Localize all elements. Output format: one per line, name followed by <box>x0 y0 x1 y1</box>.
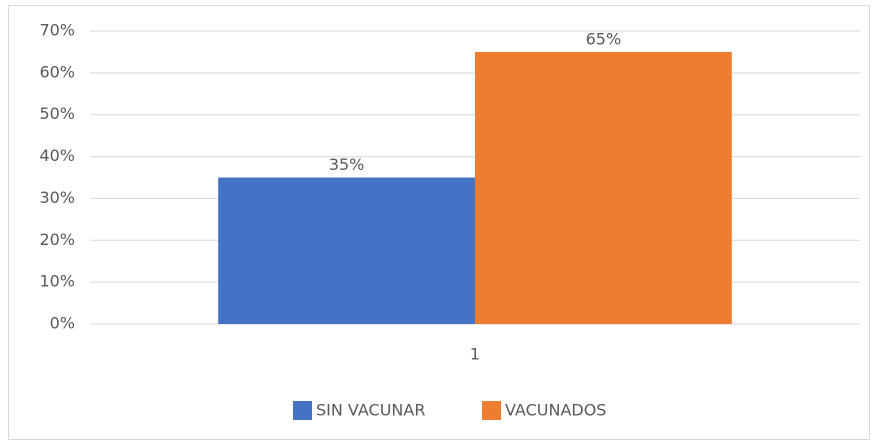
legend-label: SIN VACUNAR <box>316 401 425 420</box>
y-tick-label: 70% <box>39 21 75 40</box>
y-tick-label: 30% <box>39 188 75 207</box>
legend-swatch <box>293 401 312 420</box>
y-tick-label: 50% <box>39 104 75 123</box>
bar <box>475 51 732 325</box>
y-tick-label: 0% <box>50 314 75 333</box>
data-label: 65% <box>586 29 622 48</box>
bar <box>218 177 475 324</box>
data-label: 35% <box>329 155 365 174</box>
y-tick-label: 40% <box>39 146 75 165</box>
y-tick-label: 60% <box>39 62 75 81</box>
legend-swatch <box>482 401 501 420</box>
y-tick-label: 20% <box>39 230 75 249</box>
x-tick-label: 1 <box>470 345 480 364</box>
legend-label: VACUNADOS <box>505 401 606 420</box>
y-tick-label: 10% <box>39 272 75 291</box>
